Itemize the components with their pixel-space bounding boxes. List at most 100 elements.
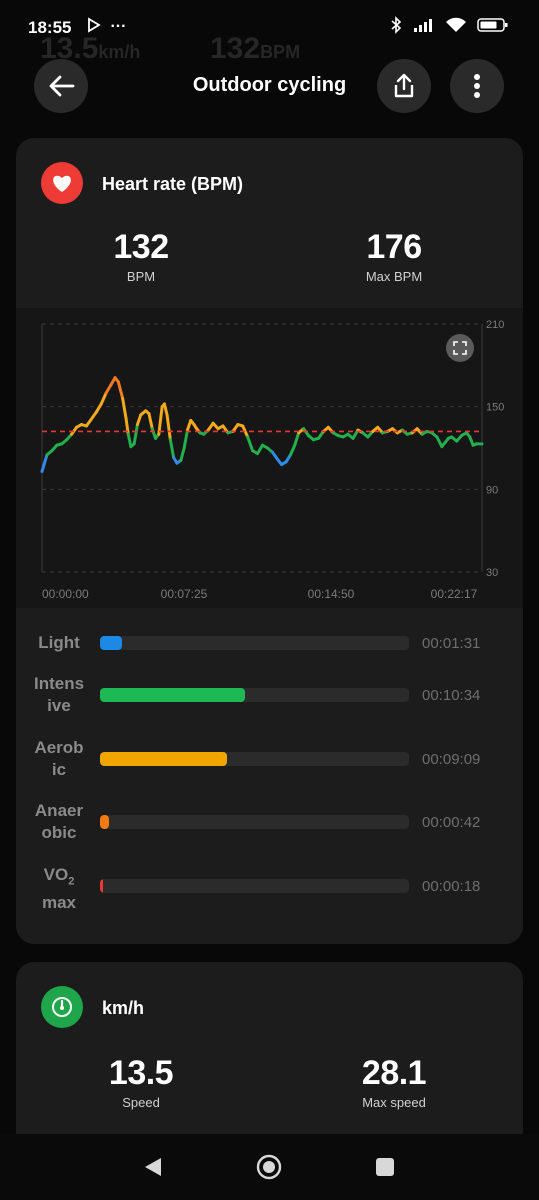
zone-vo2max-label-main: VO bbox=[43, 865, 69, 884]
nav-home-button[interactable] bbox=[256, 1154, 282, 1180]
page-title: Outdoor cycling bbox=[192, 74, 347, 96]
system-nav-bar bbox=[0, 1134, 539, 1200]
status-right-icons bbox=[389, 16, 509, 34]
zone-light-fill bbox=[100, 636, 122, 650]
heart-rate-segment bbox=[40, 453, 49, 473]
zone-vo2max-label: VO2 max bbox=[24, 864, 94, 914]
heart-rate-segment bbox=[135, 413, 143, 427]
heart-rate-segment bbox=[288, 443, 297, 457]
stat-max-speed-value: 28.1 bbox=[361, 1054, 427, 1092]
speed-title: km/h bbox=[102, 998, 145, 1018]
stat-max-bpm-value: 176 bbox=[366, 228, 422, 266]
heart-rate-segment bbox=[99, 391, 108, 406]
zone-anaerobic-fill bbox=[100, 815, 110, 829]
zone-light-label: Light bbox=[38, 633, 80, 652]
heart-rate-segment bbox=[256, 443, 264, 456]
heart-rate-segment bbox=[246, 435, 255, 453]
zone-vo2max-bar bbox=[100, 879, 409, 893]
heart-rate-segment bbox=[157, 405, 164, 436]
stat-speed: 13.5 Speed bbox=[61, 1054, 221, 1110]
stat-bpm-label: BPM bbox=[126, 269, 156, 284]
stat-max-speed: 28.1 Max speed bbox=[314, 1054, 474, 1110]
zone-vo2max-time: 00:00:18 bbox=[422, 878, 481, 895]
expand-icon bbox=[453, 341, 467, 355]
stat-max-bpm: 176 Max BPM bbox=[314, 228, 474, 284]
more-vertical-icon bbox=[474, 74, 480, 98]
status-bar: 18:55 ··· bbox=[0, 0, 539, 56]
wifi-icon bbox=[446, 17, 466, 32]
heart-rate-segment bbox=[435, 435, 444, 449]
heart-rate-segment bbox=[121, 396, 128, 420]
zone-intensive-fill bbox=[100, 688, 246, 702]
ghost-speed-unit: km/h bbox=[98, 42, 141, 62]
zone-anaerobic-label: Anaer obic bbox=[34, 801, 84, 842]
zone-aerobic-bar bbox=[100, 752, 409, 766]
play-store-icon bbox=[88, 17, 101, 33]
heart-rate-segment bbox=[293, 431, 301, 447]
heart-rate-segment bbox=[126, 432, 133, 449]
zone-vo2max-fill bbox=[100, 879, 104, 893]
heart-rate-card: Heart rate (BPM) 132 BPM 176 Max BPM 210… bbox=[16, 138, 523, 944]
speed-card: km/h 13.5 Speed 28.1 Max speed bbox=[16, 962, 523, 1162]
zone-vo2max-label-tail: max bbox=[41, 893, 77, 913]
bluetooth-icon bbox=[391, 16, 402, 34]
zone-intensive-label: Intens ive bbox=[33, 674, 85, 715]
zone-intensive-bar bbox=[100, 688, 409, 702]
heart-rate-title: Heart rate (BPM) bbox=[102, 174, 244, 194]
zone-vo2max-label-sub: 2 bbox=[68, 875, 75, 888]
x-tick-label: 00:14:50 bbox=[308, 587, 355, 601]
heart-rate-segment bbox=[147, 412, 154, 431]
stat-speed-label: Speed bbox=[122, 1095, 160, 1110]
nav-recents-button[interactable] bbox=[375, 1157, 395, 1177]
battery-icon bbox=[477, 18, 508, 32]
zone-aerobic-label: Aerob ic bbox=[34, 738, 84, 779]
heart-rate-segment bbox=[162, 402, 169, 417]
stat-speed-value: 13.5 bbox=[108, 1054, 174, 1092]
x-tick-label: 00:00:00 bbox=[42, 587, 89, 601]
signal-icon bbox=[414, 19, 432, 32]
nav-back-button[interactable] bbox=[142, 1156, 164, 1178]
x-tick-label: 00:22:17 bbox=[431, 587, 478, 601]
status-left-icons: ··· bbox=[86, 17, 126, 36]
stat-max-bpm-label: Max BPM bbox=[365, 269, 423, 284]
zone-intensive-time: 00:10:34 bbox=[422, 687, 481, 704]
heart-rate-segment bbox=[132, 423, 139, 446]
y-axis-ticks: 210 150 90 30 bbox=[486, 319, 504, 579]
heart-rate-line bbox=[40, 376, 484, 473]
zone-anaerobic-bar bbox=[100, 815, 409, 829]
zone-aerobic-fill bbox=[100, 752, 227, 766]
heart-rate-segment bbox=[104, 383, 113, 395]
heart-icon bbox=[53, 175, 71, 192]
heart-rate-segment bbox=[168, 438, 176, 460]
y-tick-label: 210 bbox=[486, 319, 504, 331]
stat-bpm: 132 BPM bbox=[61, 228, 221, 284]
x-tick-label: 00:07:25 bbox=[161, 587, 208, 601]
heart-rate-segment bbox=[116, 380, 125, 400]
zone-aerobic-time: 00:09:09 bbox=[422, 751, 481, 768]
stat-bpm-value: 132 bbox=[113, 228, 169, 266]
more-notifications-icon: ··· bbox=[110, 18, 127, 35]
zone-light-time: 00:01:31 bbox=[422, 635, 481, 652]
speedometer-icon bbox=[52, 997, 72, 1017]
heart-rate-chart[interactable]: 210 150 90 30 00:00:00 00:07:25 00:14:50 00:22… bbox=[16, 308, 523, 608]
ghost-bpm-value: 132 bbox=[210, 32, 261, 65]
heart-rate-segment bbox=[165, 413, 172, 442]
y-tick-label: 150 bbox=[486, 402, 504, 414]
x-axis-ticks: 00:00:00 00:07:25 00:14:50 00:22:17 bbox=[42, 587, 478, 601]
heart-rate-segment bbox=[182, 428, 189, 450]
share-icon bbox=[394, 73, 414, 98]
background-bpm-ghost: 132BPM bbox=[210, 32, 300, 66]
zone-anaerobic-time: 00:00:42 bbox=[422, 814, 481, 831]
share-button[interactable] bbox=[377, 59, 431, 113]
y-tick-label: 30 bbox=[486, 567, 498, 579]
expand-chart-button[interactable] bbox=[446, 334, 474, 362]
back-button[interactable] bbox=[34, 59, 88, 113]
y-tick-label: 90 bbox=[486, 484, 498, 496]
speed-icon-badge bbox=[41, 986, 83, 1028]
heart-rate-segment bbox=[94, 402, 103, 414]
zone-light-bar bbox=[100, 636, 409, 650]
status-time: 18:55 bbox=[28, 18, 72, 37]
chart-grid bbox=[41, 323, 483, 573]
more-options-button[interactable] bbox=[450, 59, 504, 113]
heart-rate-chart-svg: 210 150 90 30 00:00:00 00:07:25 00:14:50 00:22… bbox=[40, 319, 504, 601]
